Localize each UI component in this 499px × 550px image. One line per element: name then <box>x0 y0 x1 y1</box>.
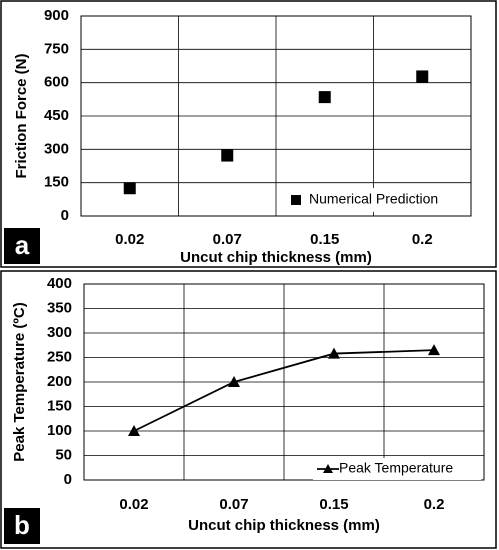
marker <box>428 344 440 356</box>
marker <box>328 347 340 359</box>
y-tick-label: 350 <box>47 299 72 316</box>
panel-label: b <box>14 510 30 540</box>
y-tick-label: 900 <box>44 7 69 24</box>
plot-frame <box>83 283 485 481</box>
panel-frame <box>0 0 497 268</box>
y-tick-label: 450 <box>44 107 69 124</box>
y-tick-label: 50 <box>55 446 72 463</box>
marker <box>123 182 136 195</box>
x-tick-label: 0.02 <box>115 231 144 248</box>
y-tick-label: 0 <box>61 207 69 224</box>
x-tick-label: 0.2 <box>412 231 433 248</box>
y-tick-label: 250 <box>47 348 72 365</box>
y-tick-label: 300 <box>47 324 72 341</box>
y-tick-label: 150 <box>47 397 72 414</box>
legend-box <box>313 458 481 480</box>
legend-marker <box>323 464 333 473</box>
y-tick-label: 750 <box>44 40 69 57</box>
x-axis-title: Uncut chip thickness (mm) <box>180 249 372 266</box>
x-tick-label: 0.2 <box>424 496 445 513</box>
marker <box>318 91 331 104</box>
marker <box>228 376 240 387</box>
legend-box <box>283 188 468 212</box>
y-tick-label: 0 <box>64 471 72 488</box>
legend-label: Numerical Prediction <box>309 191 438 207</box>
x-tick-label: 0.02 <box>119 496 148 513</box>
marker <box>416 70 429 83</box>
y-tick-label: 300 <box>44 140 69 157</box>
y-tick-label: 400 <box>47 275 72 292</box>
y-tick-label: 600 <box>44 74 69 91</box>
panel-badge <box>4 228 40 264</box>
x-tick-label: 0.07 <box>213 231 242 248</box>
legend-label: Peak Temperature <box>339 460 453 476</box>
y-tick-label: 200 <box>47 373 72 390</box>
marker <box>128 425 140 436</box>
plot-frame <box>80 15 472 217</box>
legend-marker <box>291 195 301 205</box>
y-axis-title: Peak Temperature (ºC) <box>11 302 28 461</box>
x-axis-title: Uncut chip thickness (mm) <box>188 517 380 534</box>
series-line <box>133 349 435 432</box>
marker <box>221 149 234 162</box>
y-tick-label: 150 <box>44 174 69 191</box>
panel-badge <box>4 508 40 544</box>
x-tick-label: 0.15 <box>319 496 348 513</box>
y-axis-title: Friction Force (N) <box>13 53 30 178</box>
panel-label: a <box>15 230 30 260</box>
x-tick-label: 0.07 <box>219 496 248 513</box>
x-tick-label: 0.15 <box>310 231 339 248</box>
y-tick-label: 100 <box>47 422 72 439</box>
